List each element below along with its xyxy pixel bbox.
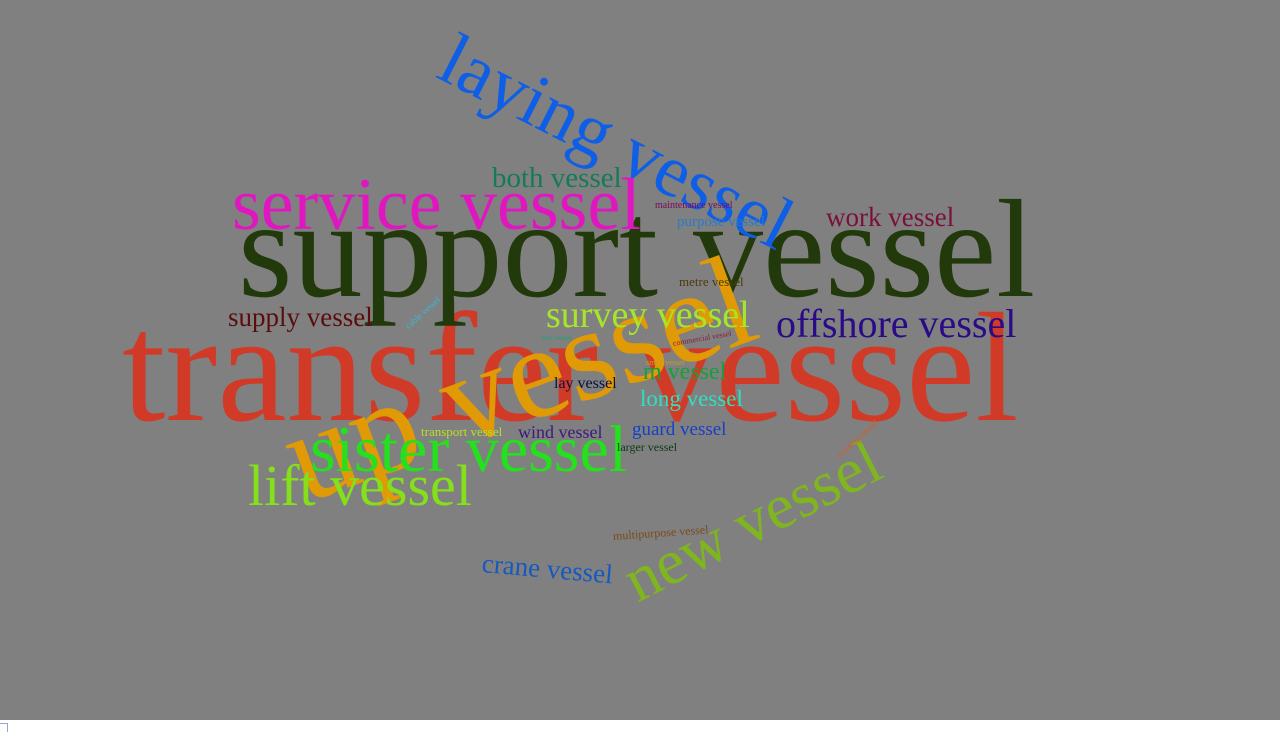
word-larger-vessel: larger vessel [617, 440, 678, 454]
word-purpose-vessel: purpose vessel [677, 214, 765, 230]
word-lay-vessel: lay vessel [554, 375, 617, 392]
word-guard-vessel: guard vessel [632, 419, 727, 440]
word-supply-vessel: supply vessel [228, 302, 373, 332]
word-sister-vessel: sister vessel [310, 413, 628, 486]
word-m-vessel: m vessel [643, 359, 727, 385]
word-work-vessel: work vessel [826, 202, 955, 232]
word-long-vessel: long vessel [640, 386, 743, 411]
word-transfer-vessel: transfer vessel [122, 281, 1019, 454]
word-transport-vessel: transport vessel [421, 424, 503, 439]
word-maintenance-vessel: maintenance vessel [655, 200, 733, 211]
word-wind-vessel: wind vessel [518, 422, 603, 442]
word-small-vessel: small vessel [646, 358, 685, 367]
word-support-vessel: support vessel [238, 172, 1036, 327]
word-survey-vessel: survey vessel [546, 294, 750, 336]
word-crane-vessel: crane vessel [480, 548, 615, 590]
page-corner-marker [0, 723, 8, 732]
word-new-vessel: new vessel [611, 425, 893, 616]
word-both-vessel: both vessel [492, 162, 622, 194]
word-lift-vessel: lift vessel [248, 453, 472, 518]
word-metre-vessel: metre vessel [679, 274, 744, 289]
word-offshore-vessel: offshore vessel [776, 301, 1017, 346]
word-service-vessel: service vessel [232, 164, 641, 246]
word-tiny-vessel: tiny vessel [542, 334, 572, 342]
